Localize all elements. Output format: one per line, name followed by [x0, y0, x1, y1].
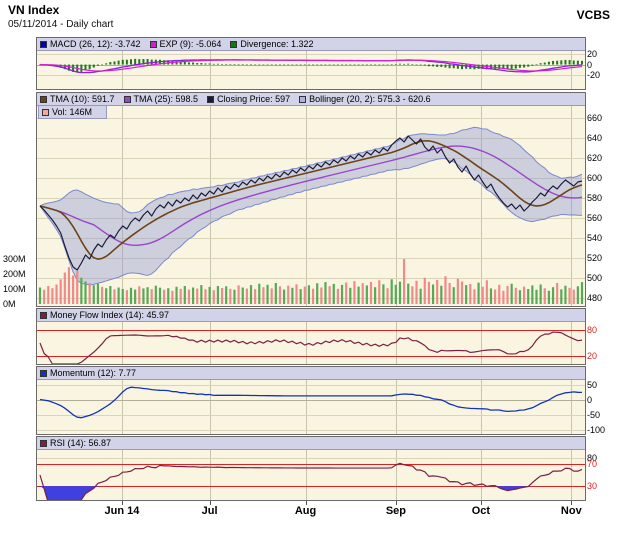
y-axis-tick-label: 540	[587, 233, 603, 243]
y-axis-tick-label: 640	[587, 133, 603, 143]
y-axis-tick-label: 20	[587, 48, 598, 59]
x-axis-label: Sep	[385, 505, 407, 517]
volume-axis-tick-label: 200M	[3, 269, 26, 279]
legend-item: Money Flow Index (14): 45.97	[40, 310, 169, 320]
y-axis-tick-label: 660	[587, 113, 603, 123]
x-axis-tick	[121, 501, 123, 505]
legend-swatch-icon	[230, 40, 238, 48]
legend-swatch-icon	[40, 40, 47, 48]
legend-swatch-icon	[149, 40, 157, 48]
y-axis-tick-label: 520	[587, 253, 603, 263]
legend-item: MACD (26, 12): -3.742	[40, 39, 141, 49]
x-axis-label: Nov	[560, 505, 582, 517]
volume-axis-tick-label: 0M	[3, 299, 16, 309]
y-axis-tick-label: 580	[587, 193, 603, 203]
y-axis-tick-label: 500	[587, 273, 603, 283]
legend-label: MACD (26, 12): -3.742	[50, 39, 141, 49]
legend-label: Bollinger (20, 2): 575.3 - 620.6	[309, 94, 431, 104]
volume-axis-tick-label: 100M	[3, 284, 26, 294]
y-axis-tick-label: -50	[587, 409, 601, 420]
legend-item: Divergence: 1.322	[230, 39, 313, 49]
legend-item: TMA (10): 591.7	[40, 94, 115, 104]
y-axis-tick-label: 70	[587, 458, 598, 469]
x-axis-label: Aug	[294, 505, 317, 517]
chart-title: VN Index	[8, 3, 60, 17]
momentum-plot	[37, 380, 585, 434]
price-legend: TMA (10): 591.7 TMA (25): 598.5 Closing Pr…	[37, 93, 585, 106]
legend-label: TMA (25): 598.5	[133, 94, 199, 104]
y-axis-tick-label: 80	[587, 453, 598, 464]
macd-legend: MACD (26, 12): -3.742 EXP (9): -5.064 Dive…	[37, 38, 585, 51]
volume-legend: Vol: 146M	[38, 106, 108, 119]
legend-swatch-icon	[40, 311, 47, 319]
x-axis-tick	[571, 501, 573, 505]
x-axis-label: Jun 14	[104, 505, 140, 517]
legend-item: TMA (25): 598.5	[123, 94, 199, 104]
legend-item: EXP (9): -5.064	[149, 39, 222, 49]
mfi-panel: Money Flow Index (14): 45.97	[36, 308, 586, 365]
legend-item: Momentum (12): 7.77	[40, 368, 136, 378]
volume-axis-tick-label: 300M	[3, 254, 26, 264]
y-axis-tick-label: 20	[587, 350, 598, 361]
legend-swatch-icon	[207, 95, 215, 103]
legend-swatch-icon	[40, 439, 47, 447]
legend-item: Vol: 146M	[42, 107, 92, 117]
brand-label: VCBS	[576, 8, 610, 22]
rsi-plot	[37, 450, 585, 500]
y-axis-tick-label: -100	[587, 424, 606, 435]
x-axis-tick	[305, 501, 307, 505]
x-axis-tick	[209, 501, 211, 505]
legend-label: Closing Price: 597	[217, 94, 291, 104]
x-axis-tick	[480, 501, 482, 505]
macd-panel: MACD (26, 12): -3.742 EXP (9): -5.064 Dive…	[36, 37, 586, 90]
legend-swatch-icon	[40, 95, 47, 103]
x-axis-tick	[395, 501, 397, 505]
y-axis-tick-label: 30	[587, 481, 598, 492]
legend-label: Money Flow Index (14): 45.97	[50, 310, 170, 320]
y-axis-tick-label: 620	[587, 153, 603, 163]
legend-swatch-icon	[299, 95, 307, 103]
legend-label: TMA (10): 591.7	[50, 94, 115, 104]
legend-item: RSI (14): 56.87	[40, 438, 111, 448]
legend-swatch-icon	[40, 369, 47, 377]
mfi-plot	[37, 322, 585, 364]
y-axis-tick-label: -20	[587, 70, 601, 81]
legend-item: Closing Price: 597	[207, 94, 290, 104]
y-axis-tick-label: 560	[587, 213, 603, 223]
price-panel: TMA (10): 591.7 TMA (25): 598.5 Closing Pr…	[36, 92, 586, 307]
x-axis-label: Oct	[471, 505, 491, 517]
y-axis-tick-label: 0	[587, 394, 593, 405]
legend-label: Momentum (12): 7.77	[50, 368, 137, 378]
chart-date-subtitle: 05/11/2014 - Daily chart	[8, 19, 114, 30]
y-axis-tick-label: 480	[587, 293, 603, 303]
legend-label: Vol: 146M	[52, 107, 93, 117]
rsi-legend: RSI (14): 56.87	[37, 437, 585, 450]
y-axis-tick-label: 0	[587, 59, 593, 70]
legend-label: EXP (9): -5.064	[159, 39, 222, 49]
rsi-panel: RSI (14): 56.87	[36, 436, 586, 501]
legend-label: RSI (14): 56.87	[50, 438, 112, 448]
legend-label: Divergence: 1.322	[240, 39, 314, 49]
legend-swatch-icon	[42, 108, 49, 116]
legend-item: Bollinger (20, 2): 575.3 - 620.6	[299, 94, 431, 104]
price-plot	[37, 106, 585, 306]
momentum-panel: Momentum (12): 7.77	[36, 366, 586, 435]
y-axis-tick-label: 50	[587, 379, 598, 390]
x-axis-label: Jul	[201, 505, 218, 517]
momentum-legend: Momentum (12): 7.77	[37, 367, 585, 380]
y-axis-tick-label: 600	[587, 173, 603, 183]
macd-plot	[37, 51, 585, 89]
legend-swatch-icon	[123, 95, 131, 103]
mfi-legend: Money Flow Index (14): 45.97	[37, 309, 585, 322]
y-axis-tick-label: 80	[587, 325, 598, 336]
